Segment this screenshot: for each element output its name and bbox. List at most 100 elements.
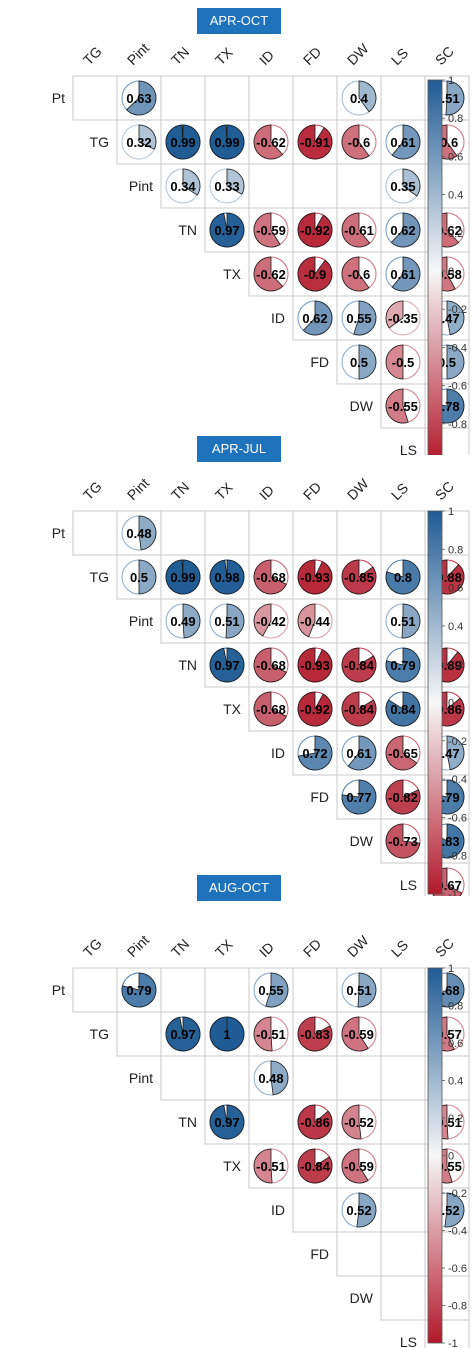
value-label: 0.99 <box>214 135 239 150</box>
value-label: -0.93 <box>300 570 330 585</box>
pie-slice <box>446 300 465 336</box>
value-label: 1 <box>223 1027 230 1042</box>
value-label: -0.62 <box>256 135 286 150</box>
pie-mark: 0.97 <box>209 1104 245 1140</box>
value-label: -0.91 <box>300 135 330 150</box>
pie-mark: -0.6 <box>341 256 377 292</box>
colorbar-tick-label: 1 <box>448 75 454 87</box>
colorbar <box>427 967 443 1344</box>
value-label: 0.97 <box>214 1115 239 1130</box>
grid-cell <box>160 510 206 556</box>
pie-mark: -0.52 <box>341 1104 377 1140</box>
grid-cell <box>72 967 118 1013</box>
pie-mark: 0.51 <box>209 603 245 639</box>
grid-cell <box>292 163 338 209</box>
pie-slice <box>446 344 465 380</box>
value-label: -0.82 <box>388 790 418 805</box>
pie-mark: 0.8 <box>385 559 421 595</box>
pie-slice <box>401 603 421 639</box>
correlation-panel-aug-oct: AUG-OCT Pt TG Pint TN TX ID FD DW LS TG Pint TN TX ID… <box>0 875 474 1348</box>
pie-mark: 0.97 <box>209 212 245 248</box>
value-label: 0.79 <box>126 983 151 998</box>
pie-mark: -0.42 <box>253 603 289 639</box>
grid-cell <box>380 1275 426 1321</box>
value-label: -0.83 <box>300 1027 330 1042</box>
pie-slice <box>253 691 287 727</box>
pie-slice <box>165 559 201 595</box>
colorbar-tick-label: 0.2 <box>448 228 463 240</box>
pie-mark: -0.91 <box>297 124 333 160</box>
value-label: -0.93 <box>300 658 330 673</box>
value-label: -0.68 <box>256 658 286 673</box>
row-label: ID <box>271 310 285 326</box>
pie-mark: 0.55 <box>341 300 377 336</box>
value-label: -0.84 <box>300 1159 330 1174</box>
value-label: -0.84 <box>344 658 374 673</box>
pie-slice <box>341 1148 369 1184</box>
pie-slice <box>385 647 421 683</box>
pie-slice <box>209 124 245 160</box>
colorbar-tick-label: -0.4 <box>448 774 467 786</box>
pie-slice <box>385 388 409 424</box>
pie-mark: -0.84 <box>297 1148 333 1184</box>
grid-cell <box>336 163 382 209</box>
pie-slice <box>390 212 421 248</box>
value-label: -0.51 <box>256 1027 286 1042</box>
pie-mark: -0.93 <box>297 559 333 595</box>
value-label: -0.68 <box>256 702 286 717</box>
pie-slice <box>209 1016 245 1052</box>
value-label: 0.77 <box>346 790 371 805</box>
value-label: 0.62 <box>390 223 415 238</box>
grid-cell <box>248 510 294 556</box>
grid-cell <box>380 510 426 556</box>
pie-mark: 0.51 <box>341 972 377 1008</box>
pie-slice <box>126 80 157 116</box>
grid-cell <box>204 967 250 1013</box>
pie-mark: 0.55 <box>253 972 289 1008</box>
pie-slice <box>297 256 333 292</box>
pie-slice <box>357 972 377 1008</box>
pie-slice <box>341 124 370 160</box>
grid-cell <box>292 510 338 556</box>
column-label: Pint <box>124 40 152 68</box>
pie-mark: -0.73 <box>385 823 421 859</box>
grid-cell <box>248 75 294 121</box>
colorbar-tick-label: -1 <box>448 889 458 896</box>
column-label: FD <box>300 936 325 961</box>
pie-slice <box>341 212 371 248</box>
pie-slice <box>341 647 377 683</box>
pie-slice <box>297 691 333 727</box>
value-label: -0.92 <box>300 223 330 238</box>
row-label: Pint <box>129 613 153 629</box>
grid-cell <box>116 1011 162 1057</box>
row-label: TG <box>90 134 109 150</box>
pie-slice <box>253 1016 273 1052</box>
column-label: ID <box>256 47 277 68</box>
colorbar-tick-label: -0.2 <box>448 1188 467 1200</box>
pie-mark: -0.51 <box>253 1148 289 1184</box>
value-label: 0.61 <box>346 746 371 761</box>
row-label: Pt <box>52 982 65 998</box>
grid-cell <box>248 1099 294 1145</box>
column-label: LS <box>388 480 411 503</box>
value-label: 0.98 <box>214 570 239 585</box>
grid-cell <box>292 75 338 121</box>
grid-cell <box>204 1055 250 1101</box>
pie-mark: 0.97 <box>165 1016 201 1052</box>
pie-slice <box>391 256 421 292</box>
column-label: SC <box>432 43 457 68</box>
grid-cell <box>380 75 426 121</box>
pie-mark: 0.61 <box>385 124 421 160</box>
grid-cell <box>336 510 382 556</box>
pie-slice <box>253 212 281 248</box>
pie-slice <box>253 1148 273 1184</box>
pie-slice <box>402 168 421 197</box>
colorbar <box>427 510 443 895</box>
value-label: -0.6 <box>348 267 370 282</box>
colorbar-tick-label: -1 <box>448 1338 458 1348</box>
pie-slice <box>385 735 418 771</box>
colorbar-tick-label: -0.8 <box>448 851 467 863</box>
pie-slice <box>253 256 284 292</box>
value-label: 0.34 <box>170 179 196 194</box>
pie-slice <box>209 647 245 683</box>
